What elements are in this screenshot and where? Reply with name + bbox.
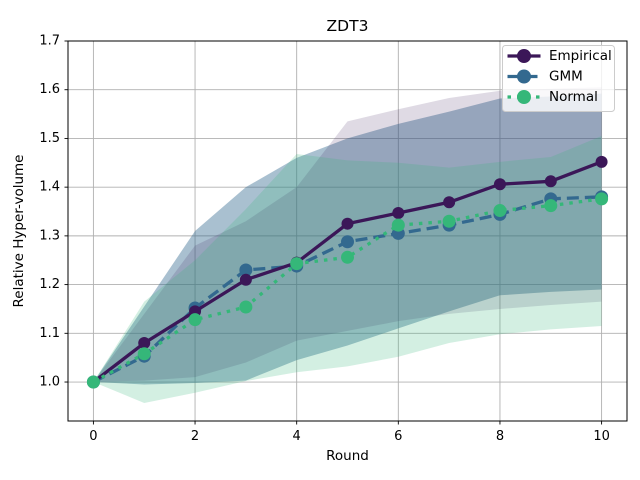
x-tick-label: 4 xyxy=(293,429,301,444)
empirical-marker xyxy=(239,273,252,286)
normal-marker xyxy=(290,257,304,271)
legend-label-empirical: Empirical xyxy=(549,48,612,64)
y-tick-label: 1.5 xyxy=(39,131,60,146)
gmm-marker xyxy=(341,235,354,249)
legend-item-empirical: Empirical xyxy=(507,48,612,64)
normal-marker xyxy=(595,192,609,206)
normal-marker xyxy=(341,250,354,264)
confidence-band-empirical xyxy=(93,87,602,383)
empirical-marker xyxy=(443,196,456,209)
axes-spines xyxy=(67,40,628,422)
legend-label-normal: Normal xyxy=(549,89,598,105)
y-tick-label: 1.4 xyxy=(39,180,60,195)
empirical-marker xyxy=(392,206,405,219)
normal-marker xyxy=(391,218,405,232)
y-tick-label: 1.3 xyxy=(39,228,60,243)
normal-marker-icon xyxy=(517,90,531,104)
normal-marker xyxy=(442,214,456,228)
y-tick-label: 1.2 xyxy=(39,277,60,292)
legend-item-gmm: GMM xyxy=(507,69,583,85)
y-axis-label: Relative Hyper-volume xyxy=(11,155,27,308)
confidence-band-normal xyxy=(93,136,602,403)
empirical-marker xyxy=(138,337,151,350)
normal-marker xyxy=(86,375,100,389)
normal-marker xyxy=(239,300,253,314)
y-tick-label: 1.0 xyxy=(39,375,60,390)
empirical-marker xyxy=(341,217,354,230)
empirical-marker-icon xyxy=(517,49,531,63)
gmm-marker-icon xyxy=(517,69,531,84)
chart-title: ZDT3 xyxy=(327,17,369,35)
y-tick-label: 1.7 xyxy=(39,34,60,49)
gmm-marker xyxy=(239,263,253,277)
legend: Empirical GMM Normal xyxy=(502,45,615,112)
normal-marker xyxy=(137,347,151,361)
legend-label-gmm: GMM xyxy=(549,69,583,85)
normal-marker xyxy=(188,313,202,327)
x-axis-label: Round xyxy=(326,448,369,464)
x-tick-label: 10 xyxy=(593,429,610,444)
normal-marker xyxy=(544,199,558,213)
axes-layer: 0 2 4 6 8 10 1.0 1.1 1.2 1.3 1.4 1.5 1.6 1.7 xyxy=(39,34,628,444)
x-tick-label: 0 xyxy=(89,429,97,444)
x-tick-label: 6 xyxy=(394,429,402,444)
y-tick-label: 1.1 xyxy=(39,326,60,341)
x-tick-label: 8 xyxy=(496,429,504,444)
legend-item-normal: Normal xyxy=(507,89,598,105)
empirical-marker xyxy=(544,175,557,188)
empirical-marker xyxy=(595,155,608,168)
normal-marker xyxy=(493,204,507,218)
series-lines-layer xyxy=(86,155,609,389)
empirical-marker xyxy=(493,178,506,191)
x-tick-label: 2 xyxy=(191,429,199,444)
y-tick-label: 1.6 xyxy=(39,82,60,97)
